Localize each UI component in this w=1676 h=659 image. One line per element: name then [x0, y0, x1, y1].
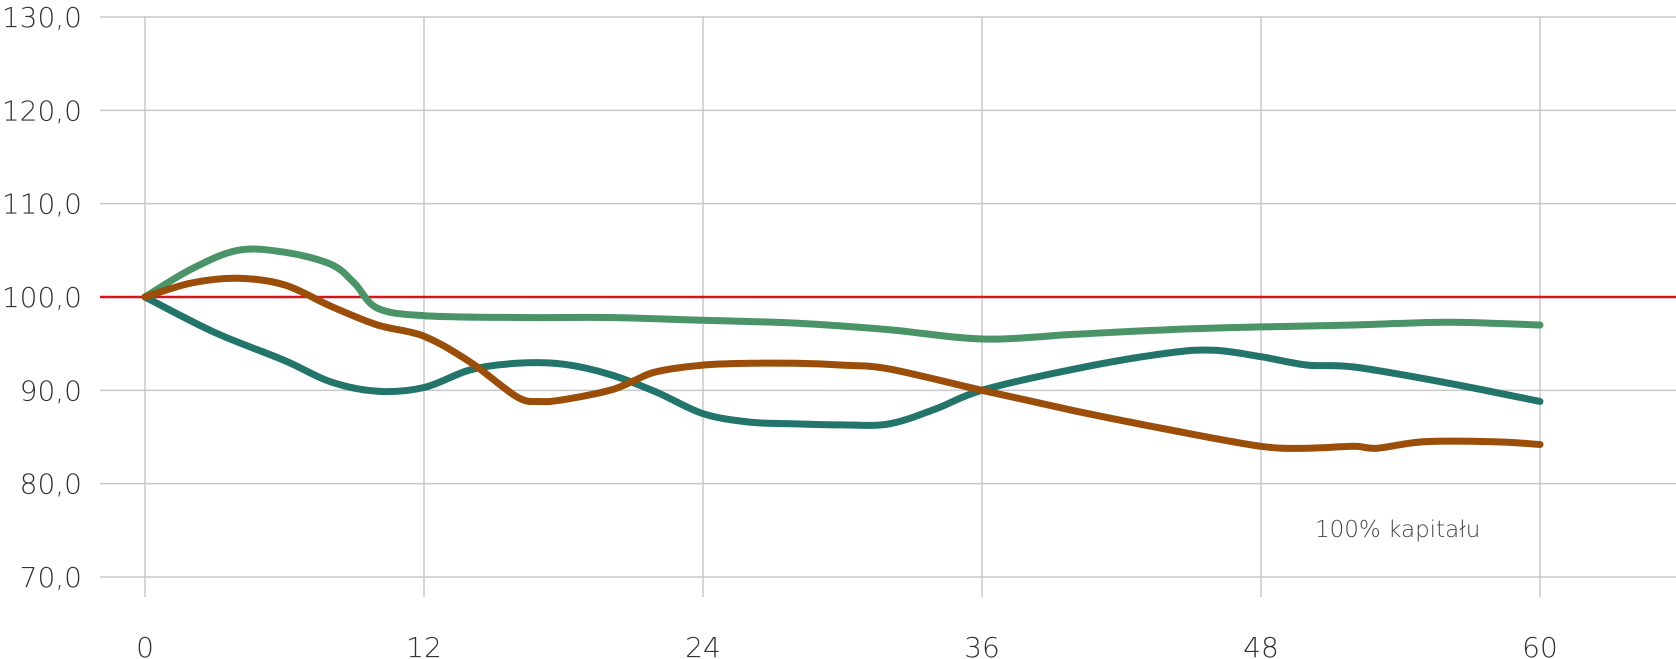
x-tick-label: 24: [685, 631, 721, 659]
vertical-gridlines: [144, 17, 1541, 597]
y-tick-label: 70,0: [20, 561, 82, 594]
series-line-3: [141, 274, 1544, 452]
capital-annotation: 100% kapitału: [1315, 517, 1480, 543]
x-tick-label: 36: [964, 631, 1000, 659]
y-tick-label: 100,0: [2, 281, 82, 314]
series-line-1: [141, 245, 1544, 343]
data-series: [141, 245, 1544, 452]
x-tick-label: 0: [136, 631, 154, 659]
x-axis-tick-labels: 0 12 24 36 48 60: [136, 631, 1558, 659]
y-tick-label: 120,0: [2, 94, 82, 127]
x-tick-label: 48: [1243, 631, 1279, 659]
x-tick-label: 12: [406, 631, 442, 659]
y-axis-tick-labels: 70,0 80,0 90,0 100,0 110,0 120,0 130,0: [2, 1, 82, 594]
y-tick-label: 130,0: [2, 1, 82, 34]
y-tick-label: 90,0: [20, 374, 82, 407]
series-line-2: [141, 293, 1544, 429]
y-tick-label: 80,0: [20, 468, 82, 501]
y-tick-label: 110,0: [2, 188, 82, 221]
x-tick-label: 60: [1522, 631, 1558, 659]
